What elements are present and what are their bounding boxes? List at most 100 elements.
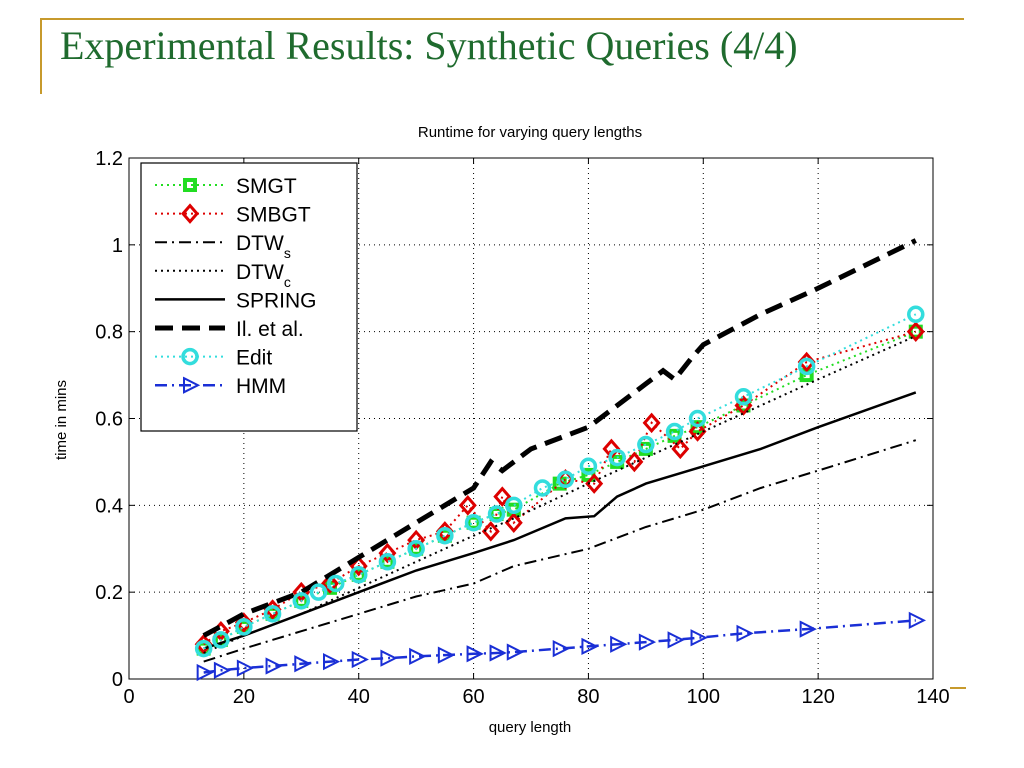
data-point [466, 645, 484, 663]
legend-box [140, 162, 358, 432]
legend-label-subscript: c [284, 274, 291, 290]
data-point [505, 496, 523, 515]
data-point [908, 611, 927, 630]
x-tick-label: 100 [687, 686, 720, 708]
x-tick-label: 0 [123, 686, 134, 708]
data-point [194, 639, 213, 658]
series-spring [203, 391, 917, 650]
y-tick-label: 1.2 [95, 148, 123, 170]
data-point [458, 495, 477, 516]
data-point [481, 521, 500, 542]
data-point [181, 203, 199, 224]
data-point [608, 448, 626, 467]
series-line [203, 313, 917, 650]
accent-dash [950, 687, 966, 689]
data-point [326, 574, 345, 593]
data-point [638, 633, 657, 651]
series-line [203, 439, 917, 663]
legend-entry: Il. et al. [155, 318, 304, 341]
data-point [906, 321, 925, 342]
legend-entry: SMBGT [155, 203, 311, 227]
series-line [203, 391, 917, 650]
chart-title: Runtime for varying query lengths [418, 124, 642, 141]
data-point [799, 620, 817, 638]
legend-label: SPRING [236, 289, 317, 312]
data-point [294, 593, 309, 608]
data-point [351, 567, 366, 582]
series-layer [194, 238, 927, 682]
data-point [409, 647, 427, 666]
axis-ticks: 0 20 40 60 80 100 120 140 0 0.2 0.4 0.6 0.8 1 1.2 [95, 148, 950, 708]
legend-label-subscript: s [284, 245, 291, 261]
data-point [349, 555, 368, 577]
data-point [378, 542, 397, 564]
x-tick-label: 140 [916, 686, 949, 708]
data-point [323, 653, 341, 671]
data-point [556, 470, 575, 489]
data-point [487, 505, 506, 523]
data-point [533, 479, 552, 497]
legend-label: HMM [236, 375, 286, 398]
data-point [437, 646, 456, 664]
x-tick-label: 120 [801, 686, 834, 708]
data-point [581, 637, 599, 656]
data-point [464, 513, 483, 532]
series-line [202, 238, 917, 638]
data-point [610, 635, 628, 653]
data-point [309, 583, 328, 601]
data-point [690, 629, 708, 647]
data-point [407, 540, 425, 558]
data-point [196, 663, 214, 682]
title-rule-vertical [40, 18, 42, 94]
data-point [688, 409, 707, 428]
data-point [667, 631, 685, 649]
data-point [552, 639, 570, 658]
data-point [263, 605, 282, 623]
data-point [493, 486, 512, 507]
data-point [489, 507, 504, 522]
legend-entry: Edit [155, 347, 272, 370]
data-point [907, 305, 925, 324]
data-point [489, 644, 507, 662]
y-tick-label: 1 [112, 235, 123, 257]
legend-entry: HMM [155, 375, 286, 398]
data-point [736, 624, 754, 643]
legend-entry: SPRING [155, 289, 317, 312]
data-point [265, 657, 283, 675]
data-point [671, 438, 690, 460]
x-tick-label: 80 [577, 686, 599, 708]
data-point [321, 573, 339, 594]
slide-title: Experimental Results: Synthetic Queries … [60, 23, 798, 68]
y-tick-label: 0 [112, 669, 123, 691]
data-point [579, 457, 598, 476]
data-point [292, 592, 311, 610]
series-hmm [196, 611, 927, 682]
series-dtw-s [203, 439, 917, 663]
data-point [665, 422, 684, 441]
series-il-et-al [202, 238, 917, 638]
series-line [203, 330, 917, 650]
data-point [409, 541, 424, 556]
data-point [183, 178, 197, 192]
legend-label: Edit [236, 347, 272, 370]
data-point [378, 553, 397, 571]
y-tick-label: 0.6 [95, 409, 123, 431]
data-point [235, 618, 253, 636]
legend-label: SMGT [236, 175, 297, 198]
data-point [380, 649, 398, 667]
data-point [637, 435, 655, 454]
title-rule-horizontal [40, 18, 964, 20]
data-point [688, 421, 707, 442]
y-tick-label: 0.2 [95, 582, 123, 604]
data-point [436, 526, 454, 545]
data-point [380, 554, 395, 569]
data-point [642, 412, 661, 434]
data-point [183, 376, 201, 394]
data-point [349, 566, 368, 584]
series-edit [194, 305, 925, 658]
y-tick-label: 0.4 [95, 495, 123, 517]
data-point [212, 631, 230, 649]
data-point [236, 659, 255, 677]
